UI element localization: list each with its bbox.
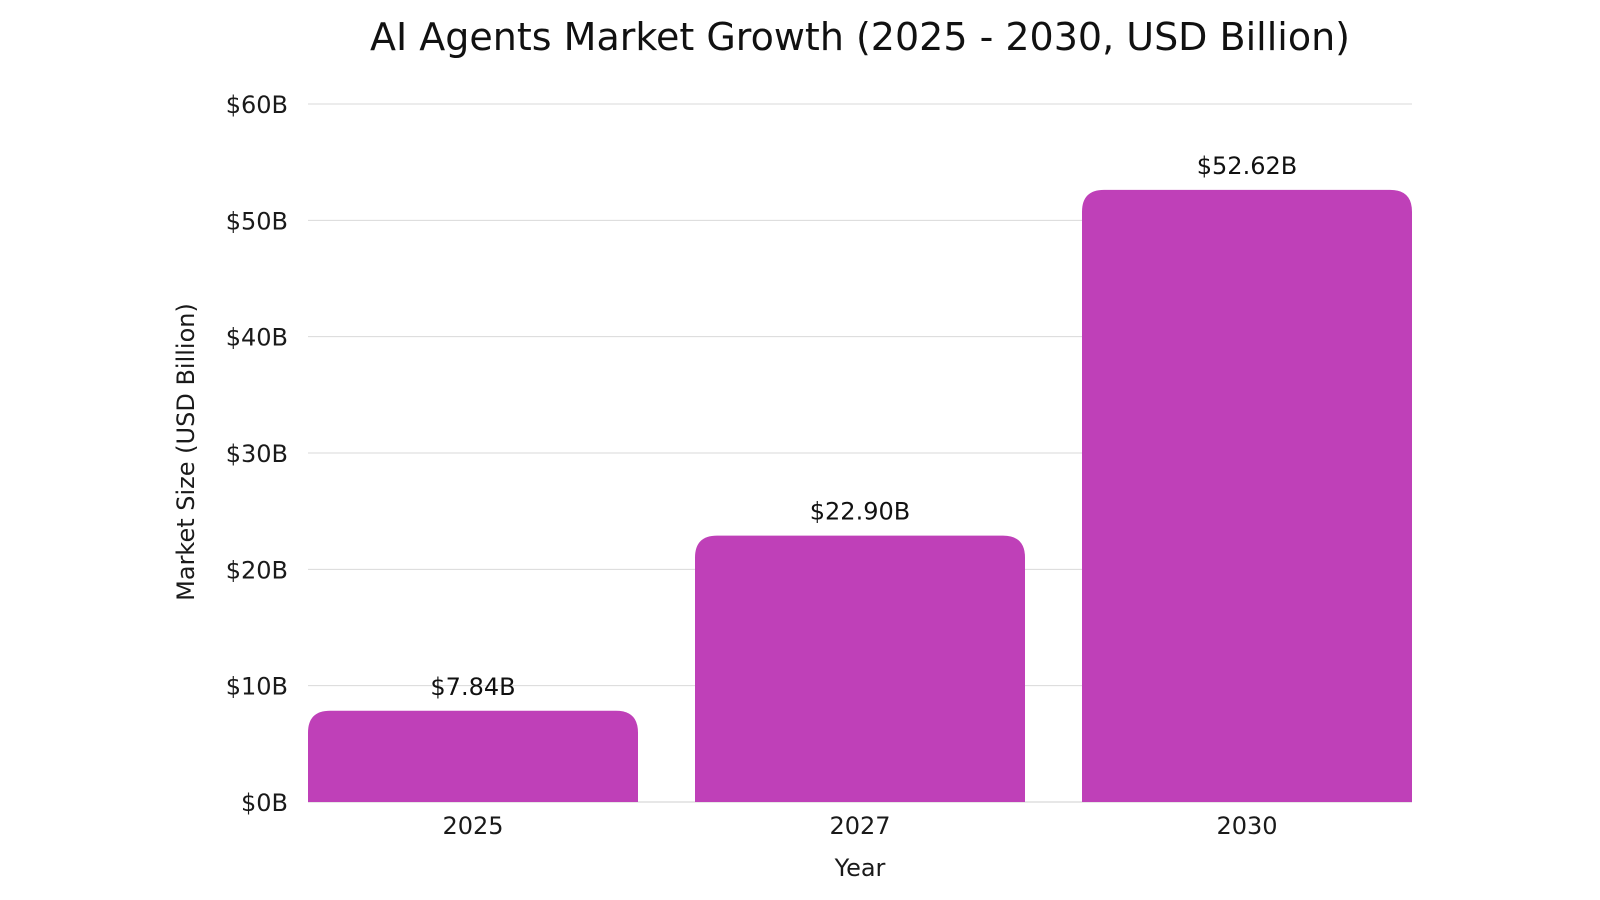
data-label-2027: $22.90B	[810, 498, 910, 526]
chart-title: AI Agents Market Growth (2025 - 2030, US…	[370, 15, 1350, 59]
data-label-2030: $52.62B	[1197, 152, 1297, 180]
x-axis-label: Year	[834, 854, 886, 882]
data-label-2025: $7.84B	[430, 673, 515, 701]
x-axis-ticks: 2025 2027 2030	[442, 812, 1277, 840]
bar-2030	[1082, 189, 1412, 802]
y-tick-label: $20B	[226, 556, 288, 584]
bars	[308, 189, 1412, 802]
x-tick-label: 2030	[1216, 812, 1277, 840]
y-tick-label: $60B	[226, 91, 288, 119]
y-axis-ticks: $0B $10B $20B $30B $40B $50B $60B	[226, 91, 288, 817]
y-tick-label: $30B	[226, 440, 288, 468]
data-labels: $7.84B $22.90B $52.62B	[430, 152, 1297, 701]
y-axis-label: Market Size (USD Billion)	[172, 303, 200, 601]
y-tick-label: $40B	[226, 324, 288, 352]
y-tick-label: $50B	[226, 207, 288, 235]
x-tick-label: 2025	[442, 812, 503, 840]
x-tick-label: 2027	[829, 812, 890, 840]
bar-2025	[308, 710, 638, 802]
bar-2027	[695, 535, 1025, 802]
y-tick-label: $0B	[241, 789, 288, 817]
y-tick-label: $10B	[226, 673, 288, 701]
